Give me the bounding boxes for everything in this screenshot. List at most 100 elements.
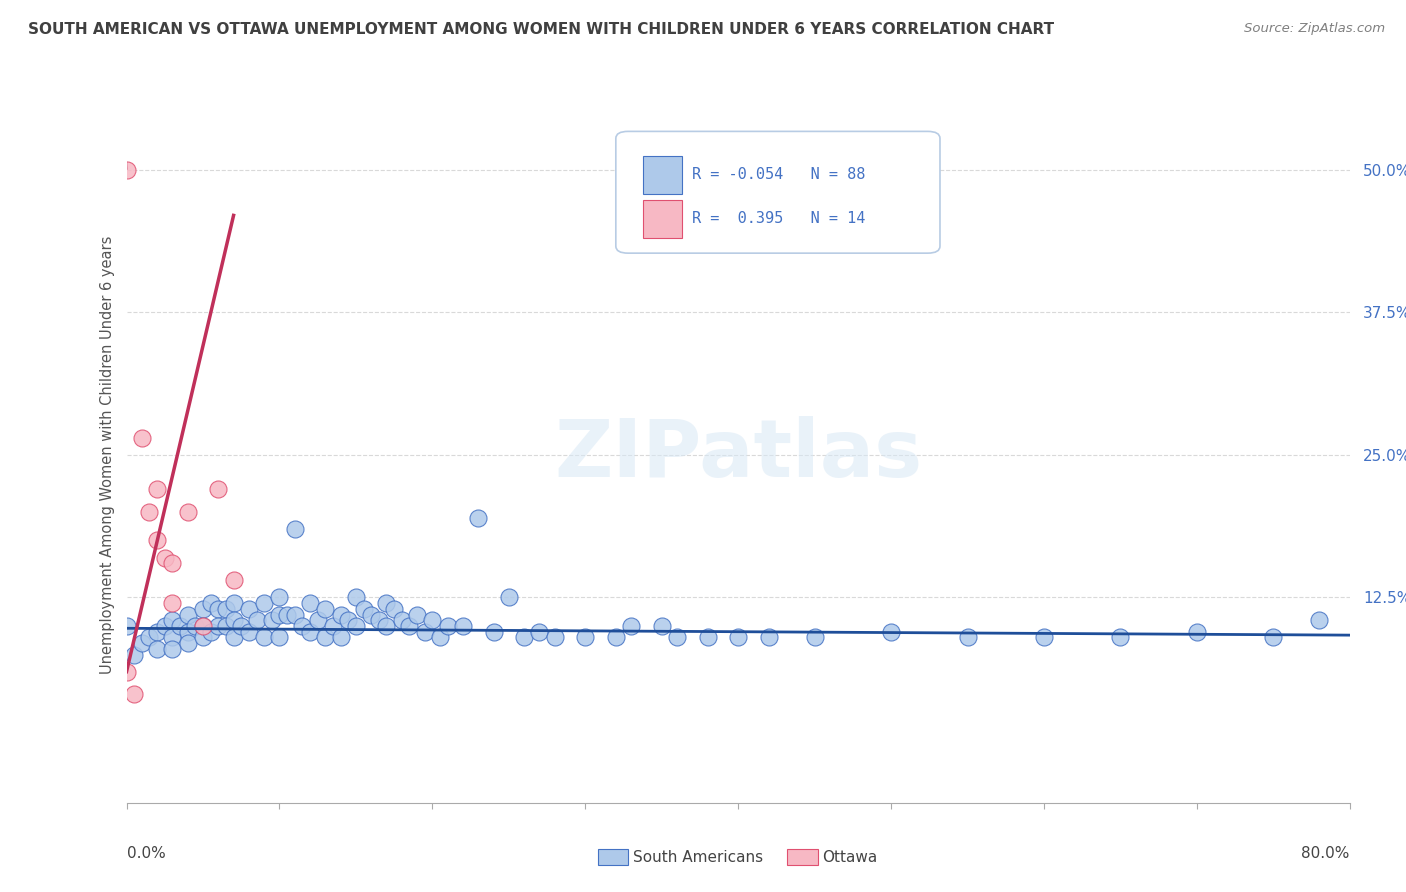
- Point: [322, 619, 344, 633]
- Point: [146, 482, 169, 496]
- Point: [529, 624, 551, 639]
- Point: [467, 510, 489, 524]
- Point: [398, 619, 420, 633]
- Point: [191, 602, 214, 616]
- Point: [269, 607, 291, 622]
- Point: [222, 596, 245, 610]
- Point: [956, 631, 979, 645]
- Point: [138, 631, 160, 645]
- Y-axis label: Unemployment Among Women with Children Under 6 years: Unemployment Among Women with Children U…: [100, 235, 115, 674]
- Point: [284, 607, 307, 622]
- Point: [177, 636, 200, 650]
- Point: [215, 602, 238, 616]
- Point: [222, 613, 245, 627]
- Point: [1109, 631, 1132, 645]
- Point: [238, 602, 260, 616]
- Point: [162, 596, 184, 610]
- Point: [253, 631, 276, 645]
- Point: [314, 631, 336, 645]
- Point: [1185, 624, 1208, 639]
- Text: 0.0%: 0.0%: [127, 847, 166, 861]
- Point: [429, 631, 451, 645]
- Point: [291, 619, 314, 633]
- Point: [122, 648, 145, 662]
- Point: [406, 607, 429, 622]
- Point: [1308, 613, 1330, 627]
- Text: Source: ZipAtlas.com: Source: ZipAtlas.com: [1244, 22, 1385, 36]
- Text: R =  0.395   N = 14: R = 0.395 N = 14: [692, 211, 865, 226]
- Point: [231, 619, 253, 633]
- Point: [146, 533, 169, 548]
- Point: [177, 505, 200, 519]
- Point: [253, 596, 276, 610]
- Point: [482, 624, 505, 639]
- Point: [260, 613, 283, 627]
- Point: [115, 665, 138, 679]
- Point: [169, 619, 191, 633]
- Point: [200, 596, 222, 610]
- Point: [498, 591, 520, 605]
- Point: [122, 688, 145, 702]
- Point: [276, 607, 298, 622]
- Point: [314, 602, 336, 616]
- Point: [162, 556, 184, 570]
- Point: [329, 607, 352, 622]
- Point: [200, 624, 222, 639]
- Text: 80.0%: 80.0%: [1302, 847, 1350, 861]
- Point: [803, 631, 825, 645]
- Point: [344, 591, 367, 605]
- Point: [269, 631, 291, 645]
- Point: [222, 574, 245, 588]
- Point: [696, 631, 718, 645]
- Point: [138, 505, 160, 519]
- Point: [207, 482, 229, 496]
- Point: [191, 619, 214, 633]
- Point: [337, 613, 360, 627]
- Point: [284, 522, 307, 536]
- Point: [162, 641, 184, 656]
- Point: [375, 619, 398, 633]
- Point: [238, 624, 260, 639]
- Point: [307, 613, 329, 627]
- Point: [269, 591, 291, 605]
- Point: [353, 602, 375, 616]
- Point: [184, 619, 207, 633]
- Point: [344, 619, 367, 633]
- Point: [222, 631, 245, 645]
- Point: [544, 631, 567, 645]
- Point: [131, 431, 153, 445]
- Bar: [643, 200, 682, 238]
- Point: [360, 607, 382, 622]
- Text: ZIPatlas: ZIPatlas: [554, 416, 922, 494]
- Point: [177, 607, 200, 622]
- FancyBboxPatch shape: [616, 131, 941, 253]
- Point: [146, 641, 169, 656]
- Point: [605, 631, 627, 645]
- Point: [162, 613, 184, 627]
- Text: South Americans: South Americans: [633, 850, 763, 864]
- Point: [146, 624, 169, 639]
- Point: [758, 631, 780, 645]
- Point: [513, 631, 536, 645]
- Point: [666, 631, 689, 645]
- Point: [880, 624, 903, 639]
- Point: [177, 624, 200, 639]
- Point: [131, 636, 153, 650]
- Text: Ottawa: Ottawa: [823, 850, 877, 864]
- Point: [299, 596, 322, 610]
- Point: [574, 631, 596, 645]
- Point: [207, 619, 229, 633]
- Point: [191, 631, 214, 645]
- Point: [1033, 631, 1056, 645]
- Point: [1263, 631, 1285, 645]
- Point: [115, 162, 138, 177]
- Point: [651, 619, 673, 633]
- Point: [620, 619, 643, 633]
- Point: [299, 624, 322, 639]
- Point: [191, 619, 214, 633]
- Point: [153, 550, 176, 565]
- Point: [391, 613, 413, 627]
- Text: R = -0.054   N = 88: R = -0.054 N = 88: [692, 167, 865, 182]
- Point: [207, 602, 229, 616]
- Point: [422, 613, 444, 627]
